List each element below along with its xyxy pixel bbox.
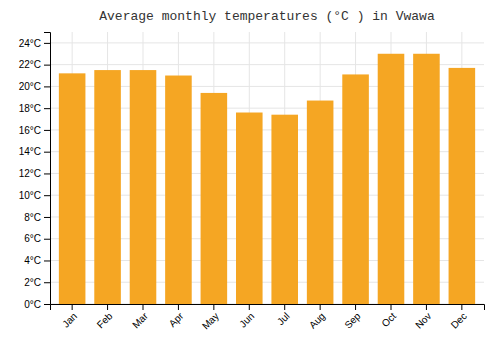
x-tick: Oct	[379, 304, 398, 329]
chart: Jan Feb Mar Apr May Jun Jul Aug Sep Oct Nov Dec 0°C 2…	[0, 0, 500, 350]
tick-mark	[461, 304, 462, 310]
bar	[413, 54, 440, 304]
y-tick-label: 14°C	[19, 146, 41, 157]
x-tick: Aug	[307, 304, 327, 331]
x-tick-label: Jul	[275, 310, 292, 327]
x-tick: Jun	[237, 304, 256, 330]
axis-line	[51, 305, 485, 311]
tick-mark	[44, 195, 50, 196]
x-axis: Jan Feb Mar Apr May Jun Jul Aug Sep Oct Nov Dec	[51, 304, 485, 332]
bar	[236, 113, 263, 304]
bar	[94, 70, 121, 304]
bar	[130, 70, 157, 304]
bar	[165, 76, 192, 304]
y-tick-label: 4°C	[24, 255, 41, 266]
x-tick-label: Feb	[95, 310, 115, 330]
grid	[50, 32, 484, 304]
x-tick: May	[200, 304, 221, 332]
y-tick-label: 8°C	[24, 212, 41, 223]
y-tick: 22°C	[19, 59, 50, 70]
tick-mark	[44, 239, 50, 240]
x-tick: Nov	[413, 304, 433, 331]
tick-mark	[44, 65, 50, 66]
bar	[271, 115, 298, 304]
y-tick: 12°C	[19, 168, 50, 179]
x-tick-label: Jan	[60, 310, 79, 329]
y-tick: 2°C	[24, 277, 50, 288]
tick-mark	[178, 304, 179, 310]
x-tick-label: Mar	[130, 310, 150, 330]
y-tick: 10°C	[19, 190, 50, 201]
tick-mark	[44, 86, 50, 87]
tick-mark	[44, 217, 50, 218]
y-tick-label: 16°C	[19, 125, 41, 136]
x-tick-label: Apr	[167, 310, 186, 329]
tick-mark	[44, 43, 50, 44]
x-tick: Sep	[342, 304, 363, 331]
y-tick: 6°C	[24, 233, 50, 244]
bar	[59, 73, 86, 304]
x-tick: Jan	[60, 304, 79, 330]
tick-mark	[355, 304, 356, 310]
tick-mark	[391, 304, 392, 310]
tick-mark	[44, 260, 50, 261]
tick-mark	[213, 304, 214, 310]
y-tick: 14°C	[19, 146, 50, 157]
tick-mark	[72, 304, 73, 310]
bar	[201, 93, 228, 304]
tick-mark	[44, 173, 50, 174]
bar	[449, 68, 476, 304]
y-tick-label: 12°C	[19, 168, 41, 179]
axis-line	[44, 33, 51, 305]
tick-mark	[44, 304, 50, 305]
x-tick-label: Jun	[237, 310, 256, 329]
y-tick-label: 22°C	[19, 59, 41, 70]
tick-mark	[44, 108, 50, 109]
grid-line	[50, 42, 484, 43]
x-tick: Feb	[95, 304, 115, 330]
y-tick-label: 6°C	[24, 233, 41, 244]
tick-mark	[249, 304, 250, 310]
x-tick-label: Nov	[413, 310, 433, 330]
y-tick-label: 10°C	[19, 190, 41, 201]
y-tick-label: 24°C	[19, 38, 41, 49]
tick-mark	[426, 304, 427, 310]
y-tick: 24°C	[19, 38, 50, 49]
x-tick-label: May	[200, 310, 221, 331]
bar	[307, 101, 334, 304]
x-tick-label: Sep	[342, 310, 363, 331]
y-tick: 0°C	[24, 299, 50, 310]
tick-mark	[44, 130, 50, 131]
bars	[59, 54, 475, 304]
title: Average monthly temperatures (°C ) in Vw…	[99, 9, 435, 24]
y-tick-label: 20°C	[19, 81, 41, 92]
x-tick: Mar	[130, 304, 150, 330]
tick-mark	[320, 304, 321, 310]
y-tick: 16°C	[19, 125, 50, 136]
tick-mark	[143, 304, 144, 310]
bar	[342, 74, 369, 304]
y-tick-label: 0°C	[24, 299, 41, 310]
tick-mark	[44, 152, 50, 153]
y-tick: 4°C	[24, 255, 50, 266]
x-tick: Jul	[275, 304, 292, 327]
y-axis: 0°C 2°C 4°C 6°C 8°C 10°C 12°C 14°C 16°C 18°C 20°C 2…	[19, 33, 51, 310]
bar	[378, 54, 405, 304]
y-tick-label: 2°C	[24, 277, 41, 288]
x-tick: Dec	[449, 304, 469, 331]
x-tick: Apr	[167, 304, 186, 329]
x-tick-label: Aug	[307, 310, 327, 330]
x-tick-label: Dec	[449, 310, 469, 330]
tick-mark	[284, 304, 285, 310]
y-tick-label: 18°C	[19, 103, 41, 114]
tick-mark	[44, 282, 50, 283]
y-tick: 20°C	[19, 81, 50, 92]
y-tick: 8°C	[24, 212, 50, 223]
x-tick-label: Oct	[379, 310, 398, 329]
tick-mark	[107, 304, 108, 310]
y-tick: 18°C	[19, 103, 50, 114]
